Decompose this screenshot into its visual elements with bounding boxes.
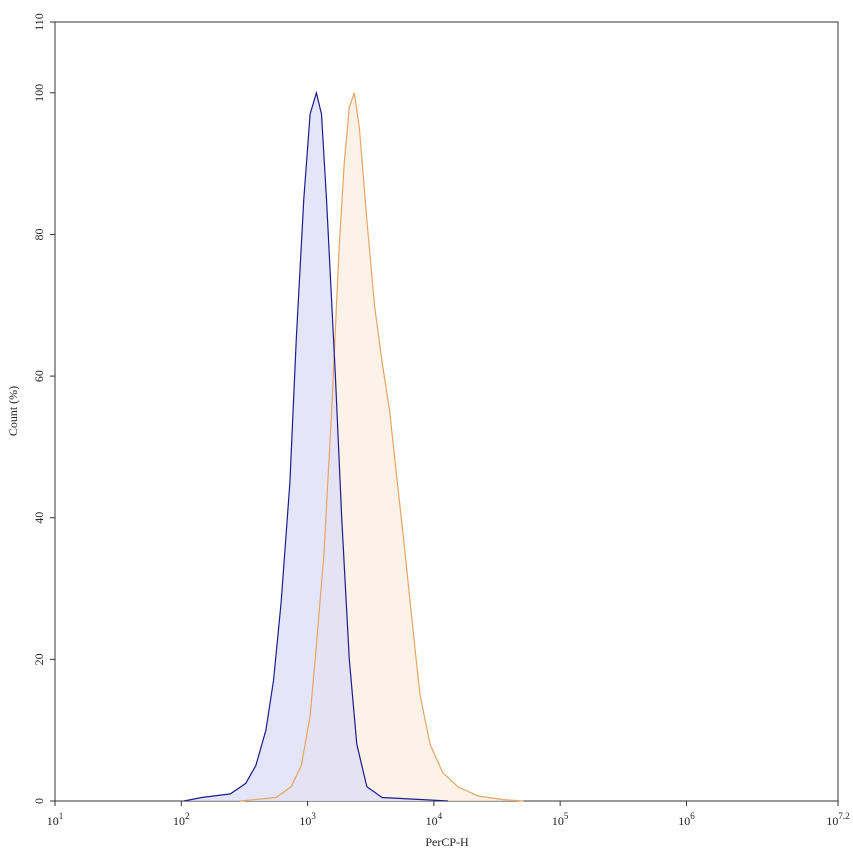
x-tick-label: 106 [678,811,695,828]
x-tick-exponent: 5 [564,811,569,821]
x-tick-exponent: 2 [185,811,190,821]
x-tick-exponent: 7.2 [838,811,849,821]
y-axis-label: Count (%) [6,386,20,436]
y-tick-label: 110 [32,13,46,31]
x-tick-base: 10 [47,814,59,828]
series-line [183,90,448,802]
y-tick-label: 80 [32,228,46,240]
x-tick-exponent: 6 [690,811,695,821]
plot-frame [54,21,839,802]
series-line [240,92,524,802]
y-tick-label: 40 [32,512,46,524]
x-axis-label: PerCP-H [425,835,469,849]
area-fill [183,92,448,802]
x-tick-base: 10 [826,814,838,828]
x-tick-base: 10 [678,814,690,828]
y-tick-label: 60 [32,370,46,382]
x-tick-base: 10 [426,814,438,828]
y-tick-label: 0 [32,798,46,804]
x-tick-base: 10 [552,814,564,828]
area-fill [240,92,524,802]
x-tick-label: 101 [47,811,64,828]
x-tick-exponent: 1 [59,811,64,821]
x-tick-base: 10 [299,814,311,828]
x-tick-label: 107.2 [826,811,849,828]
x-tick-label: 105 [552,811,569,828]
x-tick-base: 10 [173,814,185,828]
x-tick-label: 104 [426,811,443,828]
x-tick-exponent: 4 [438,811,443,821]
y-tick-label: 20 [32,653,46,665]
y-tick-label: 100 [32,84,46,102]
x-tick-exponent: 3 [311,811,316,821]
x-tick-label: 102 [173,811,190,828]
x-tick-label: 103 [299,811,316,828]
